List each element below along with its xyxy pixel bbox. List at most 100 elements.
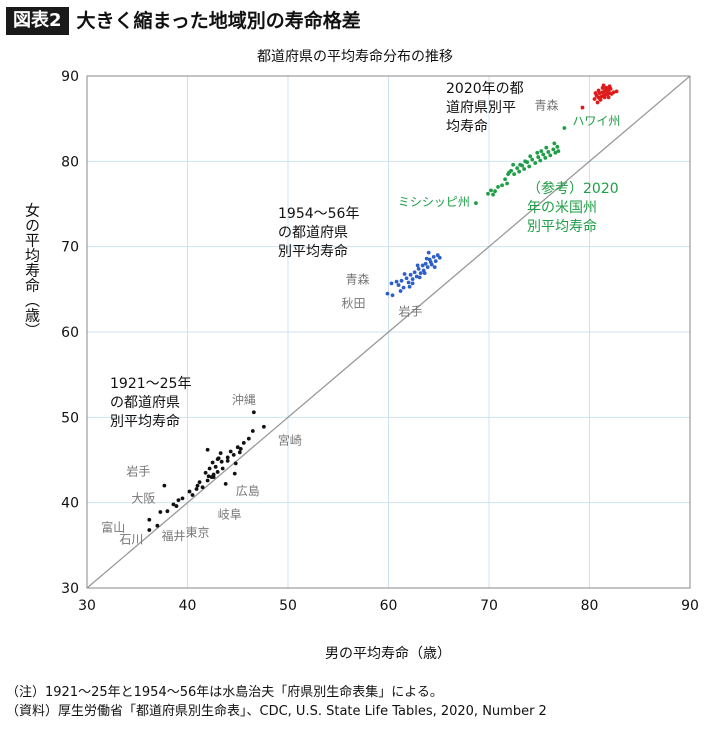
data-point <box>205 478 210 483</box>
y-tick-label: 60 <box>61 325 79 341</box>
data-point <box>415 263 420 268</box>
data-point <box>500 183 504 188</box>
x-axis-label: 男の平均寿命（歳） <box>325 645 451 662</box>
series-label-line: 別平均寿命 <box>278 243 348 260</box>
x-tick-label: 30 <box>78 598 96 614</box>
series-labels: 1921〜25年の都道府県別平均寿命1954〜56年の都道府県別平均寿命2020… <box>110 81 619 430</box>
data-point <box>174 504 179 508</box>
data-point <box>433 259 438 264</box>
point-annotation: 岩手 <box>399 303 423 318</box>
data-point <box>425 265 430 270</box>
data-point <box>428 260 433 264</box>
data-point <box>420 263 425 268</box>
data-point <box>218 451 223 456</box>
data-point <box>596 88 601 93</box>
point-annotation: 東京 <box>186 525 210 539</box>
data-point <box>522 167 527 171</box>
data-point <box>546 150 551 154</box>
point-annotation: 岐阜 <box>218 508 242 522</box>
plot-frame <box>86 75 691 589</box>
series-label-line: 均寿命 <box>446 118 488 135</box>
data-point <box>223 481 228 486</box>
series-label-line: 2020年の都 <box>446 81 524 97</box>
series-label-line: 1921〜25年 <box>110 376 191 392</box>
data-point <box>496 185 500 189</box>
point-annotation: 福井 <box>162 528 186 543</box>
data-point <box>474 201 478 206</box>
data-point <box>220 466 225 471</box>
grid-lines <box>87 76 690 588</box>
data-point <box>401 285 406 290</box>
series-label-line: 1954〜56年 <box>278 206 359 222</box>
data-point <box>548 153 553 158</box>
data-point <box>597 96 602 101</box>
data-point <box>250 429 255 433</box>
data-point <box>541 152 546 157</box>
data-point <box>180 496 185 501</box>
data-point <box>389 281 394 286</box>
data-point <box>231 452 236 457</box>
series-label-line: 道府県別平 <box>446 100 516 116</box>
data-point <box>527 164 532 169</box>
data-point <box>399 278 404 283</box>
data-point <box>406 280 411 285</box>
data-point <box>410 281 415 286</box>
data-point <box>606 95 611 100</box>
data-point <box>426 250 431 255</box>
data-point <box>187 489 192 494</box>
data-point <box>241 441 246 445</box>
data-point <box>512 172 517 177</box>
data-point <box>195 483 200 488</box>
data-point <box>219 459 224 464</box>
series-label-line: の都道府県 <box>278 225 348 241</box>
data-point <box>601 83 606 88</box>
data-points <box>147 83 619 532</box>
data-point <box>235 445 240 450</box>
data-point <box>423 261 428 266</box>
x-tick-label: 80 <box>581 598 599 614</box>
data-point <box>200 485 205 490</box>
data-point <box>203 470 208 475</box>
y-tick-label: 90 <box>61 69 79 85</box>
data-point <box>197 480 202 485</box>
data-point <box>518 162 523 167</box>
data-point <box>410 277 415 281</box>
data-point <box>602 95 607 100</box>
series-label-line: の都道府県 <box>110 395 180 411</box>
data-point <box>416 266 421 271</box>
data-point <box>539 149 544 153</box>
svg-text:女の平均寿命（歳）: 女の平均寿命（歳） <box>23 202 41 338</box>
data-point <box>505 181 509 186</box>
point-annotation: 青森 <box>346 271 370 286</box>
data-point <box>533 161 538 165</box>
data-point <box>611 90 616 95</box>
data-point <box>385 291 390 296</box>
data-point <box>595 100 600 105</box>
data-point <box>171 502 176 507</box>
chart-title: 都道府県の平均寿命分布の推移 <box>257 49 453 65</box>
data-point <box>544 145 549 150</box>
point-annotation: 大阪 <box>131 491 155 505</box>
data-point <box>238 447 243 451</box>
data-point <box>424 256 429 261</box>
data-point <box>194 487 199 491</box>
point-annotation: 宮崎 <box>278 433 302 448</box>
data-point <box>486 191 490 196</box>
source-line: （資料）厚生労働省「都道府県別生命表」、CDC, U.S. State Life… <box>6 704 547 719</box>
data-point <box>210 460 215 465</box>
y-tick-labels: 30 40 50 60 70 80 90 <box>61 69 79 597</box>
point-annotation: 富山 <box>101 520 125 535</box>
series-label-line: （参考）2020 <box>527 180 619 197</box>
figure-badge: 図表2 <box>6 7 69 35</box>
point-annotation: 秋田 <box>341 297 365 311</box>
data-point <box>207 466 212 471</box>
y-tick-label: 70 <box>61 240 79 256</box>
data-point <box>592 97 597 101</box>
data-point <box>246 436 251 441</box>
data-point <box>523 159 528 164</box>
data-point <box>162 483 167 488</box>
data-point <box>503 177 507 182</box>
data-point <box>417 275 422 280</box>
point-annotation: 石川 <box>119 533 143 547</box>
